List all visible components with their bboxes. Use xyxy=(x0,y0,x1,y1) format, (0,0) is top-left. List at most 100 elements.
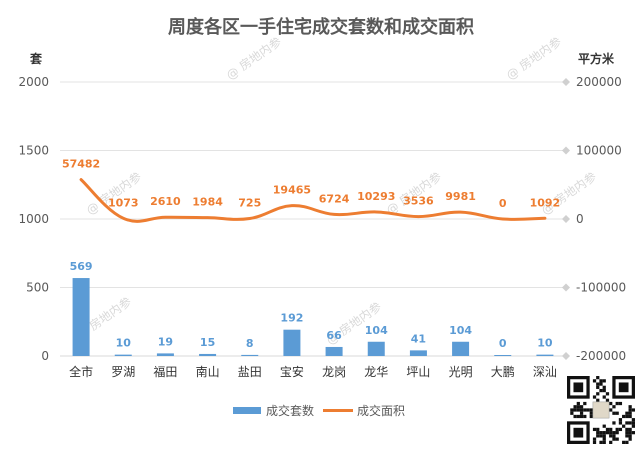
line-point xyxy=(544,217,546,219)
qr-module xyxy=(618,427,623,432)
right-axis-ticks: -200000 -100000 0 100000 200000 xyxy=(562,75,626,363)
line-data-label: 57482 xyxy=(62,158,100,171)
qr-module xyxy=(596,385,600,389)
qr-module xyxy=(599,440,603,444)
qr-finder xyxy=(573,427,584,438)
qr-module xyxy=(570,408,574,412)
qr-module xyxy=(583,408,587,412)
qr-module xyxy=(618,401,623,406)
qr-module xyxy=(583,401,587,406)
qr-module xyxy=(605,398,610,402)
line-data-label: 19465 xyxy=(273,184,311,197)
qr-module xyxy=(625,421,629,425)
bar-data-label: 15 xyxy=(200,336,215,349)
bar xyxy=(452,341,470,356)
bar-data-label: 104 xyxy=(365,324,388,337)
bar-data-label: 10 xyxy=(116,337,132,350)
line-data-label: 1073 xyxy=(108,196,139,209)
legend-label: 成交面积 xyxy=(357,403,405,418)
line-point xyxy=(122,217,124,219)
right-tick-marker xyxy=(562,215,570,223)
qr-module xyxy=(628,431,632,435)
qr-module xyxy=(596,392,600,396)
qr-module xyxy=(573,408,577,412)
bar xyxy=(283,329,301,356)
qr-module xyxy=(625,431,629,435)
qr-module xyxy=(602,424,606,428)
qr-module xyxy=(615,427,619,432)
qr-module xyxy=(596,398,600,402)
category-label: 大鹏 xyxy=(491,365,515,379)
line-point xyxy=(502,218,504,220)
right-axis-unit: 平方米 xyxy=(578,51,615,66)
qr-module xyxy=(615,437,619,441)
qr-module xyxy=(592,395,597,399)
line-point xyxy=(80,179,82,181)
qr-module xyxy=(631,408,635,412)
right-tick-marker xyxy=(562,283,570,292)
bar xyxy=(494,355,512,356)
qr-finder xyxy=(573,382,584,393)
line-data-label: 2610 xyxy=(150,195,181,208)
qr-module xyxy=(589,408,593,412)
qr-module xyxy=(579,414,584,419)
qr-module xyxy=(609,427,613,432)
qr-module xyxy=(609,434,613,438)
qr-module xyxy=(622,424,626,428)
bar-data-label: 41 xyxy=(411,332,426,345)
qr-module xyxy=(605,431,610,435)
qr-module xyxy=(615,401,619,406)
watermark-text: @ 房地内参 xyxy=(538,169,599,218)
right-tick-label: 200000 xyxy=(576,75,622,89)
qr-module xyxy=(576,401,580,406)
watermarks: @ 房地内参 @ 房地内参@ 房地内参 @ 房地内参@ 房地内参@ 房地内参@ 房地… xyxy=(73,34,599,348)
qr-module xyxy=(576,408,580,412)
qr-module xyxy=(599,382,603,386)
qr-module xyxy=(625,414,629,419)
qr-module xyxy=(612,437,616,441)
line-point xyxy=(375,211,377,213)
right-tick-label: 100000 xyxy=(576,144,622,158)
bar xyxy=(156,353,174,356)
qr-module xyxy=(596,431,600,435)
qr-module xyxy=(609,431,613,435)
qr-module xyxy=(612,431,616,435)
bar-data-label: 192 xyxy=(280,312,303,325)
bar-data-label: 66 xyxy=(326,329,342,342)
qr-module xyxy=(599,434,603,438)
line-point xyxy=(291,205,293,207)
category-label: 罗湖 xyxy=(111,364,135,379)
qr-module xyxy=(618,421,623,425)
watermark-text: @ 房地内参 xyxy=(223,34,284,83)
chart-title: 周度各区一手住宅成交套数和成交面积 xyxy=(168,16,474,38)
bar xyxy=(325,346,343,356)
line-data-label: 1984 xyxy=(192,196,223,209)
qr-module xyxy=(628,405,632,409)
qr-module xyxy=(625,434,629,438)
line-data-label: 725 xyxy=(238,197,261,210)
right-tick-label: -200000 xyxy=(576,349,626,363)
right-tick-marker xyxy=(562,78,570,86)
qr-module xyxy=(592,427,597,432)
line-data-label: 0 xyxy=(499,197,507,210)
bar xyxy=(199,353,217,356)
bar-data-label: 0 xyxy=(499,337,507,350)
watermark-text: @ 房地内参 xyxy=(503,34,564,83)
qr-module xyxy=(599,388,603,393)
qr-module xyxy=(625,427,629,432)
line-point xyxy=(333,213,335,215)
line-data-label: 6724 xyxy=(319,192,350,205)
bar-series: 569 10 19 15 8 192 66 104 41 104 0 10 xyxy=(70,260,554,356)
qr-module xyxy=(612,411,616,415)
qr-module xyxy=(602,379,606,383)
qr-module xyxy=(622,414,626,419)
qr-module xyxy=(576,414,580,419)
bar xyxy=(114,354,132,356)
bar xyxy=(536,354,554,356)
line-series: 57482 1073 2610 1984 725 19465 6724 10293 3536 99… xyxy=(62,158,560,223)
bar xyxy=(367,341,385,356)
qr-module xyxy=(628,421,632,425)
qr-module xyxy=(609,408,613,412)
qr-module xyxy=(602,395,606,399)
